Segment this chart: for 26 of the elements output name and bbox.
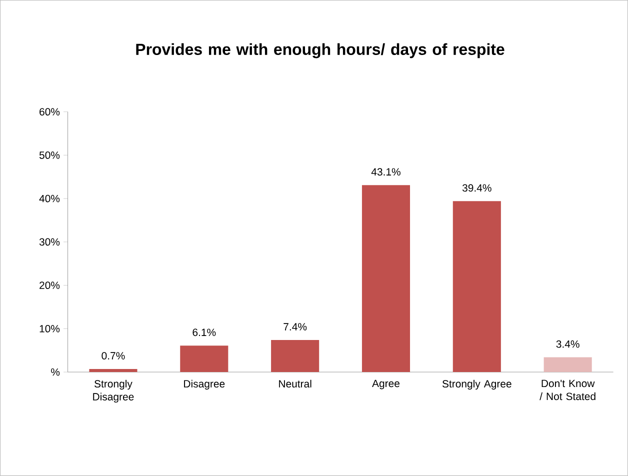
data-label: 6.1% xyxy=(192,328,216,336)
bar xyxy=(452,201,501,372)
y-tick-label: 10% xyxy=(40,325,60,332)
x-tick-label: Strongly Disagree xyxy=(93,380,134,403)
data-label: 39.4% xyxy=(462,184,492,192)
bar xyxy=(271,340,320,372)
y-tick-label: 50% xyxy=(39,152,60,159)
bar xyxy=(180,346,228,372)
data-label: 7.4% xyxy=(284,323,307,330)
y-tick-label: 30% xyxy=(39,238,60,246)
data-label: 43.1% xyxy=(371,168,400,176)
x-tick-label: Strongly Agree xyxy=(442,380,512,390)
bar xyxy=(362,185,410,372)
data-label: 0.7% xyxy=(102,352,125,360)
y-tick-label: % xyxy=(51,368,60,376)
data-label: 3.4% xyxy=(556,340,580,348)
y-tick-label: 20% xyxy=(40,282,60,290)
y-tick-label: 60% xyxy=(40,108,60,116)
x-tick-label: Neutral xyxy=(279,380,312,388)
x-tick-label: Don't Know / Not Stated xyxy=(540,380,596,400)
bar xyxy=(544,357,592,372)
x-tick-label: Disagree xyxy=(184,380,225,390)
bar xyxy=(89,369,138,372)
y-tick-label: 40% xyxy=(39,194,60,202)
chart-title: Provides me with enough hours/ days of respite xyxy=(136,43,504,58)
x-tick-label: Agree xyxy=(372,380,400,390)
